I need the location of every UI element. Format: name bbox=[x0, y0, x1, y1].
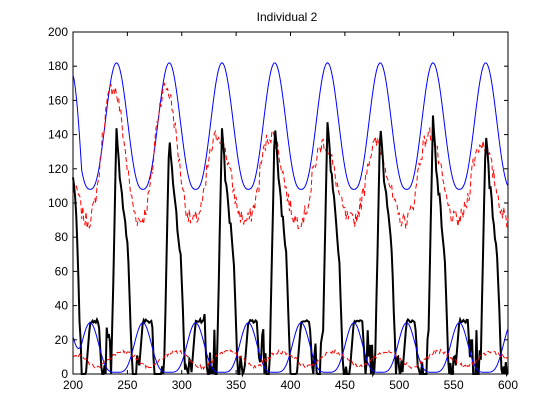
x-tick-label: 200 bbox=[63, 378, 83, 392]
x-tick-label: 350 bbox=[226, 378, 246, 392]
x-tick-label: 250 bbox=[117, 378, 137, 392]
y-tick-label: 180 bbox=[48, 59, 68, 73]
y-tick-label: 140 bbox=[48, 128, 68, 142]
plot-area: 200 250 300 350 400 450 500 550 600 0 20 40 60 80 100 1… bbox=[48, 25, 518, 392]
x-tick-label: 600 bbox=[498, 378, 518, 392]
x-tick-label: 550 bbox=[444, 378, 464, 392]
series-0-line bbox=[72, 62, 509, 190]
y-tick-label: 80 bbox=[55, 230, 69, 244]
x-tick-label: 300 bbox=[172, 378, 192, 392]
x-tick-label: 500 bbox=[389, 378, 409, 392]
y-tick-label: 100 bbox=[48, 196, 68, 210]
tick-layer: 200 250 300 350 400 450 500 550 600 0 20 40 60 80 100 1… bbox=[48, 25, 518, 392]
y-tick-label: 60 bbox=[55, 264, 69, 278]
series-4-line bbox=[72, 348, 509, 371]
y-tick-label: 120 bbox=[48, 162, 68, 176]
y-tick-label: 200 bbox=[48, 25, 68, 39]
y-tick-label: 160 bbox=[48, 93, 68, 107]
x-tick-label: 450 bbox=[335, 378, 355, 392]
chart-title: Individual 2 bbox=[257, 10, 318, 24]
x-tick-label: 400 bbox=[280, 378, 300, 392]
y-tick-label: 40 bbox=[55, 299, 69, 313]
y-tick-label: 0 bbox=[61, 367, 68, 381]
series-3-line bbox=[72, 322, 509, 373]
y-tick-label: 20 bbox=[55, 333, 69, 347]
